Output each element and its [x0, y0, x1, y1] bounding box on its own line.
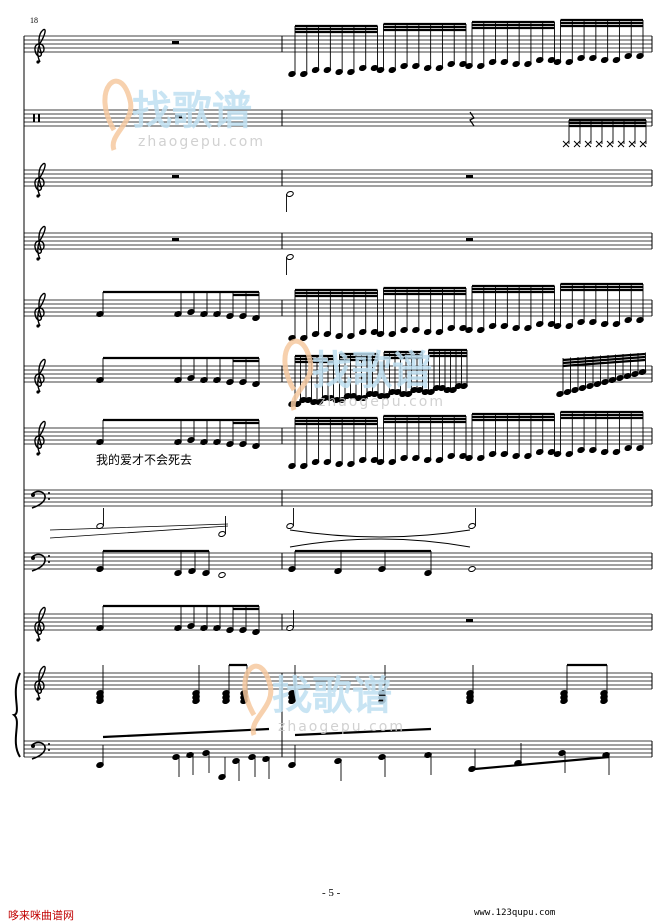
half-rest [172, 238, 179, 241]
note-head [558, 749, 566, 757]
treble-clef [34, 606, 46, 642]
note-head [286, 522, 294, 530]
note-head [218, 571, 226, 579]
bass-clef [31, 490, 50, 509]
beam [562, 352, 646, 362]
staff-5 [24, 299, 652, 317]
treble-clef [34, 28, 46, 64]
x-notehead [562, 140, 570, 148]
tie [289, 529, 471, 538]
hairpin [49, 523, 229, 539]
half-rest [175, 115, 182, 118]
beam [474, 755, 610, 771]
watermark-logo: 找歌谱 [312, 348, 432, 394]
x-notehead [617, 140, 625, 148]
quarter-rest [469, 111, 475, 127]
watermark-clef-icon [242, 663, 274, 736]
watermark-url: zhaogepu.com [278, 719, 405, 735]
staff-1 [24, 35, 652, 53]
staff-2 [24, 109, 652, 127]
beam [294, 727, 432, 737]
watermark-url: zhaogepu.com [318, 394, 445, 410]
treble-clef [34, 665, 46, 701]
bass-clef [31, 553, 50, 572]
treble-clef [34, 292, 46, 328]
treble-clef [34, 225, 46, 261]
watermark-url: zhaogepu.com [138, 134, 265, 150]
watermark-clef-icon [282, 338, 314, 411]
note-head [218, 530, 226, 538]
note-head [202, 749, 210, 757]
x-notehead [584, 140, 592, 148]
half-rest [466, 619, 473, 622]
half-rest [172, 175, 179, 178]
page-number: - 5 - [322, 887, 341, 899]
note-head [468, 565, 476, 573]
treble-clef [34, 420, 46, 456]
note-head [286, 253, 294, 261]
staff-7 [24, 427, 652, 445]
staff-10 [24, 613, 652, 631]
staff-8 [24, 489, 652, 507]
x-notehead [606, 140, 614, 148]
note-head [248, 753, 256, 761]
note-head [378, 753, 386, 761]
staff-3 [24, 169, 652, 187]
piano-brace [11, 672, 21, 758]
note-head [424, 751, 432, 759]
bass-clef [31, 741, 50, 760]
staff-6 [24, 365, 652, 383]
half-rest [466, 175, 473, 178]
note-head [172, 753, 180, 761]
beam [562, 355, 646, 365]
note-head [468, 522, 476, 530]
watermark-logo: 找歌谱 [132, 88, 252, 134]
site-link-left[interactable]: 哆来咪曲谱网 [8, 909, 74, 921]
note-head [286, 190, 294, 198]
x-notehead [639, 140, 647, 148]
lyric-line: 我的爱才不会死去 [96, 453, 193, 467]
note-head [186, 751, 194, 759]
measure-number: 18 [30, 16, 38, 25]
piano-bass [24, 740, 652, 758]
watermark-logo: 找歌谱 [272, 673, 392, 719]
note-head [262, 755, 270, 763]
watermark-clef-icon [102, 78, 134, 151]
note-head [334, 757, 342, 765]
x-notehead [573, 140, 581, 148]
note-head [232, 757, 240, 765]
slur [289, 538, 471, 548]
half-rest [466, 238, 473, 241]
x-notehead [628, 140, 636, 148]
treble-clef [34, 358, 46, 394]
beam [562, 358, 646, 368]
x-notehead [595, 140, 603, 148]
half-rest [172, 41, 179, 44]
staff-4 [24, 232, 652, 250]
staff-9 [24, 552, 652, 570]
site-link-right[interactable]: www.123qupu.com [474, 908, 556, 918]
beam [102, 727, 270, 739]
treble-clef [34, 162, 46, 198]
piano-treble [24, 672, 652, 690]
percussion-clef [33, 114, 40, 122]
